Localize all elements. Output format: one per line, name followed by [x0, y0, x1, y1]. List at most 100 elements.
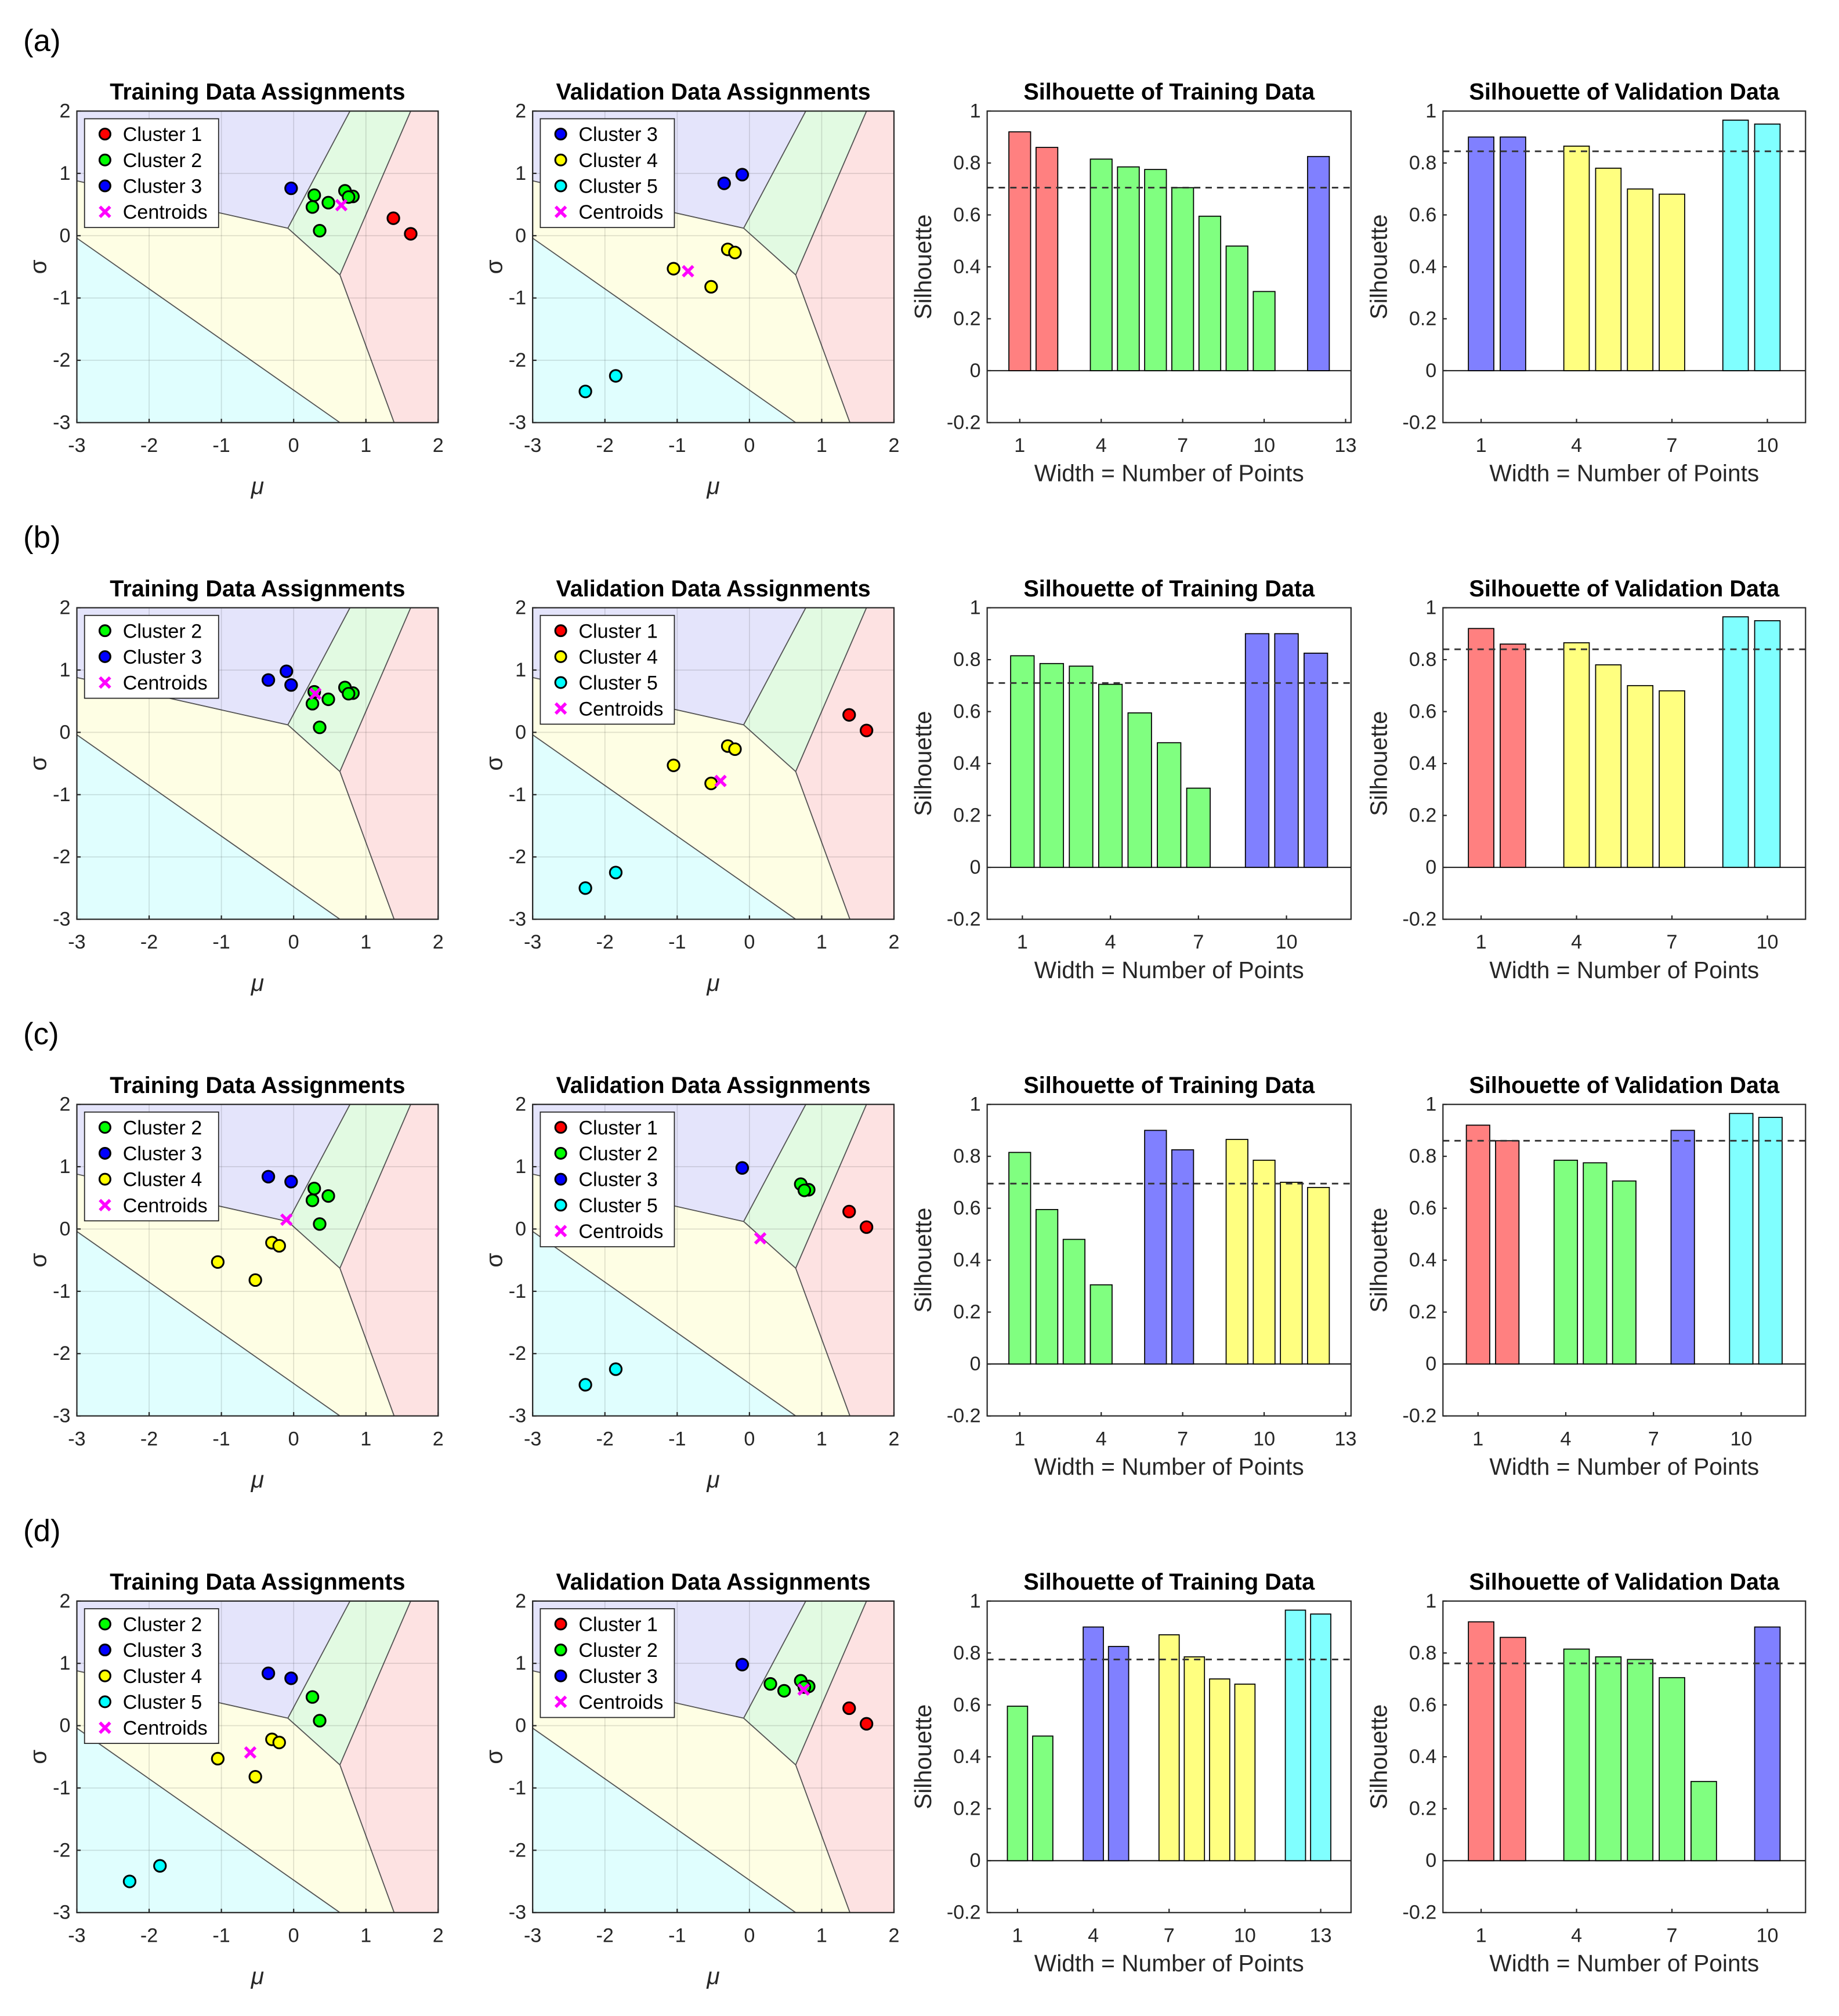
- x-tick-label: -1: [668, 1428, 686, 1450]
- y-tick-label: 0.4: [1409, 256, 1436, 278]
- legend-entry: Cluster 3: [578, 1666, 658, 1688]
- x-tick-label: -1: [212, 1924, 230, 1946]
- legend-marker-icon: [554, 1146, 567, 1160]
- y-tick-label: 0.2: [1409, 1798, 1436, 1820]
- x-tick-label: -2: [596, 1428, 614, 1450]
- legend-marker-icon: [554, 1617, 567, 1631]
- y-axis-label: Silhouette: [1365, 1208, 1392, 1313]
- scatter-panel: -3 -2 -1 0 1 2 -3 -2 -1 0 1 2 Validation Data Assign…: [480, 576, 899, 996]
- x-tick-label: 0: [288, 931, 299, 953]
- chart-title: Training Data Assignments: [110, 576, 405, 602]
- data-point: [284, 181, 298, 196]
- centroid-marker: [797, 1683, 810, 1696]
- x-tick-label: 2: [888, 435, 899, 457]
- y-tick-label: -1: [53, 1777, 70, 1799]
- legend-entry: Cluster 3: [123, 176, 202, 198]
- data-point: [404, 227, 418, 241]
- y-tick-label: 0.2: [953, 1798, 980, 1820]
- legend-entry: Cluster 3: [578, 124, 658, 146]
- y-tick-label: 2: [60, 1590, 71, 1612]
- x-tick-label: -2: [596, 931, 614, 953]
- silhouette-bar: [1083, 1626, 1104, 1862]
- data-point: [735, 168, 750, 182]
- data-point: [735, 1657, 750, 1671]
- data-point: [859, 1717, 874, 1731]
- x-tick-label: 10: [1253, 435, 1275, 457]
- legend: Cluster 2 Cluster 3 Cluster 4 Cluster 5 Cent…: [84, 1608, 219, 1744]
- y-tick-label: 0: [970, 360, 981, 382]
- x-axis-label: μ: [251, 969, 264, 996]
- x-axis-label: Width = Number of Points: [1034, 1950, 1304, 1977]
- data-point: [321, 1189, 335, 1203]
- y-tick-label: 0: [1425, 1849, 1436, 1872]
- legend-entry: Cluster 2: [123, 1117, 202, 1139]
- y-tick-label: 1: [515, 1156, 526, 1178]
- y-tick-label: 0.8: [1409, 649, 1436, 671]
- silhouette-bar: [1595, 168, 1622, 371]
- legend-entry: Cluster 2: [578, 1639, 658, 1662]
- silhouette-bar: [1036, 1209, 1059, 1365]
- data-point: [313, 1714, 327, 1728]
- y-tick-label: 1: [1425, 100, 1436, 122]
- x-tick-label: 1: [816, 931, 827, 953]
- silhouette-bar: [1659, 193, 1685, 371]
- silhouette-bar: [1171, 1149, 1194, 1365]
- y-tick-label: 0: [60, 225, 71, 247]
- y-tick-label: 0.4: [1409, 752, 1436, 774]
- panel-label: (d): [23, 1514, 61, 1548]
- silhouette-bar: [1583, 1162, 1608, 1365]
- x-tick-label: 2: [888, 1924, 899, 1946]
- y-tick-label: 0: [970, 1849, 981, 1872]
- y-axis-label: σ: [480, 1253, 507, 1268]
- silhouette-bar: [1690, 1780, 1717, 1862]
- silhouette-bar: [1468, 628, 1494, 868]
- legend-marker-icon: [98, 153, 111, 167]
- legend-marker-icon: [554, 153, 567, 167]
- y-tick-label: 2: [515, 100, 526, 122]
- y-tick-label: -3: [509, 1902, 526, 1924]
- legend-entry: Cluster 4: [123, 1169, 202, 1191]
- y-tick-label: 0: [1425, 856, 1436, 878]
- y-tick-label: 0: [60, 1218, 71, 1240]
- y-tick-label: -0.2: [1403, 1902, 1437, 1924]
- x-axis-label: Width = Number of Points: [1034, 1453, 1304, 1480]
- silhouette-bar: [1627, 685, 1654, 868]
- scatter-panel: -3 -2 -1 0 1 2 -3 -2 -1 0 1 2 Validation Data Assign…: [480, 1569, 899, 1989]
- chart-title: Validation Data Assignments: [556, 1569, 870, 1595]
- y-tick-label: 0.4: [953, 256, 980, 278]
- y-tick-label: 0.2: [1409, 805, 1436, 827]
- silhouette-panel: 1 4 7 10 -0.2 0 0.2 0.4 0.6 0.8 1 Silhouette of Val…: [1365, 79, 1807, 487]
- legend-entry: Centroids: [123, 1717, 208, 1739]
- legend: Cluster 1 Cluster 4 Cluster 5 Centroids: [540, 614, 675, 725]
- silhouette-bar: [1008, 1152, 1031, 1365]
- data-point: [261, 673, 276, 687]
- x-tick-label: 1: [360, 435, 371, 457]
- data-point: [842, 1701, 856, 1715]
- y-tick-label: -3: [509, 1405, 526, 1427]
- silhouette-bar: [1158, 1634, 1180, 1862]
- chart-title: Silhouette of Validation Data: [1469, 1073, 1780, 1098]
- x-tick-label: 7: [1177, 1428, 1188, 1450]
- data-point: [153, 1859, 167, 1873]
- y-tick-label: 2: [60, 597, 71, 619]
- x-axis-label: Width = Number of Points: [1489, 1950, 1759, 1977]
- legend-entry: Cluster 5: [123, 1691, 202, 1713]
- legend-centroid-icon: [99, 1199, 111, 1212]
- y-tick-label: 0: [515, 1218, 526, 1240]
- scatter-panel: -3 -2 -1 0 1 2 -3 -2 -1 0 1 2 Training Data Assignme…: [25, 1073, 444, 1493]
- y-tick-label: 0: [515, 225, 526, 247]
- chart-title: Validation Data Assignments: [556, 576, 870, 602]
- y-tick-label: 0: [970, 856, 981, 878]
- x-tick-label: 1: [1012, 1924, 1023, 1946]
- y-tick-label: 0.2: [953, 307, 980, 330]
- x-tick-label: 1: [816, 1924, 827, 1946]
- x-tick-label: 2: [888, 931, 899, 953]
- legend: Cluster 1 Cluster 2 Cluster 3 Cluster 5 Cent…: [540, 1111, 675, 1247]
- axes-box: [76, 607, 439, 920]
- y-tick-label: -1: [509, 287, 526, 309]
- x-axis-label: Width = Number of Points: [1034, 957, 1304, 983]
- x-tick-label: -3: [68, 435, 85, 457]
- x-tick-label: 10: [1730, 1428, 1752, 1450]
- silhouette-bar: [1307, 1186, 1330, 1365]
- silhouette-panel: 1 4 7 10 13 -0.2 0 0.2 0.4 0.6 0.8 1 Silhouette of T…: [910, 1569, 1352, 1977]
